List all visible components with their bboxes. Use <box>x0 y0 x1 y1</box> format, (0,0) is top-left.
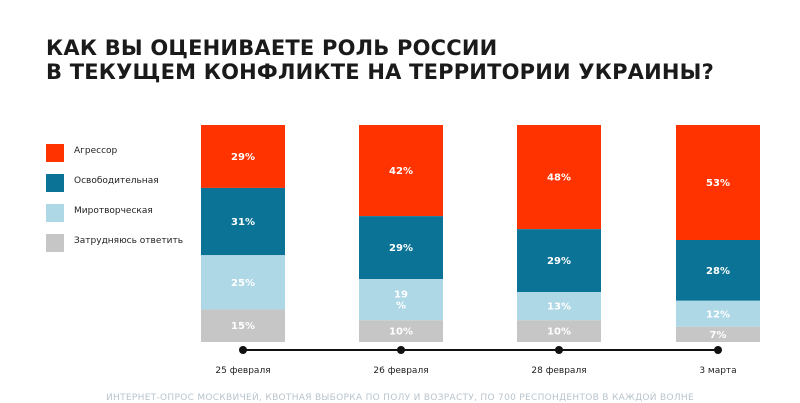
legend-label-aggressor: Агрессор <box>74 146 118 156</box>
x-tick-label-1: 25 февраля <box>215 366 270 376</box>
legend-item-liberating: Освободительная <box>46 174 206 192</box>
data-label-undecided-4: 7% <box>710 330 727 341</box>
legend-swatch-peacekeeping <box>46 204 64 222</box>
timeline-dot-2 <box>397 346 405 354</box>
bar-segment-peacekeeping-2 <box>359 279 443 321</box>
bar-segment-undecided-3 <box>517 320 601 342</box>
data-label-undecided-2: 10% <box>389 327 413 338</box>
bar-segment-aggressor-2 <box>359 125 443 217</box>
legend-swatch-liberating <box>46 174 64 192</box>
timeline-dot-3 <box>555 346 563 354</box>
data-label-undecided-3: 10% <box>547 327 571 338</box>
bar-segment-liberating-2 <box>359 216 443 280</box>
data-label-peacekeeping-1: 25% <box>231 278 255 289</box>
chart-title-line-1: КАК ВЫ ОЦЕНИВАЕТЕ РОЛЬ РОССИИ <box>46 36 498 60</box>
legend-swatch-undecided <box>46 234 64 252</box>
x-tick-label-2: 26 февраля <box>373 366 428 376</box>
bar-segment-liberating-1 <box>201 187 285 256</box>
bar-segment-liberating-4 <box>676 240 760 301</box>
footer-note: ИНТЕРНЕТ-ОПРОС МОСКВИЧЕЙ, КВОТНАЯ ВЫБОРК… <box>106 393 694 403</box>
legend-item-peacekeeping: Миротворческая <box>46 204 206 222</box>
bar-segment-peacekeeping-3 <box>517 292 601 321</box>
bar-segment-peacekeeping-1 <box>201 255 285 310</box>
legend-label-peacekeeping: Миротворческая <box>74 206 153 216</box>
bar-segment-undecided-4 <box>676 326 760 342</box>
bar-segment-undecided-1 <box>201 309 285 342</box>
legend-swatch-aggressor <box>46 144 64 162</box>
legend-item-aggressor: Агрессор <box>46 144 206 162</box>
legend-item-undecided: Затрудняюсь ответить <box>46 234 206 252</box>
data-label-peacekeeping-2: 19% <box>394 290 408 312</box>
timeline-dot-1 <box>239 346 247 354</box>
legend-label-undecided: Затрудняюсь ответить <box>74 236 184 246</box>
data-label-peacekeeping-3: 13% <box>547 302 571 313</box>
chart-title-line-2: В ТЕКУЩЕМ КОНФЛИКТЕ НА ТЕРРИТОРИИ УКРАИН… <box>46 60 715 84</box>
data-label-aggressor-4: 53% <box>706 178 730 189</box>
bar-segment-aggressor-4 <box>676 125 760 241</box>
x-tick-label-3: 28 февраля <box>531 366 586 376</box>
data-label-liberating-4: 28% <box>706 266 730 277</box>
data-label-aggressor-2: 42% <box>389 166 413 177</box>
bar-segment-peacekeeping-4 <box>676 300 760 327</box>
bar-segment-aggressor-1 <box>201 125 285 188</box>
data-label-aggressor-1: 29% <box>231 152 255 163</box>
bar-segment-aggressor-3 <box>517 125 601 230</box>
data-label-undecided-1: 15% <box>231 321 255 332</box>
timeline-dot-4 <box>714 346 722 354</box>
data-label-liberating-3: 29% <box>547 256 571 267</box>
chart-title: КАК ВЫ ОЦЕНИВАЕТЕ РОЛЬ РОССИИ В ТЕКУЩЕМ … <box>46 36 746 84</box>
data-label-aggressor-3: 48% <box>547 173 571 184</box>
data-label-liberating-1: 31% <box>231 217 255 228</box>
bar-segment-liberating-3 <box>517 229 601 293</box>
data-label-liberating-2: 29% <box>389 243 413 254</box>
bar-segment-undecided-2 <box>359 320 443 342</box>
legend-label-liberating: Освободительная <box>74 176 159 186</box>
x-tick-label-4: 3 марта <box>699 366 736 376</box>
data-label-peacekeeping-4: 12% <box>706 309 730 320</box>
